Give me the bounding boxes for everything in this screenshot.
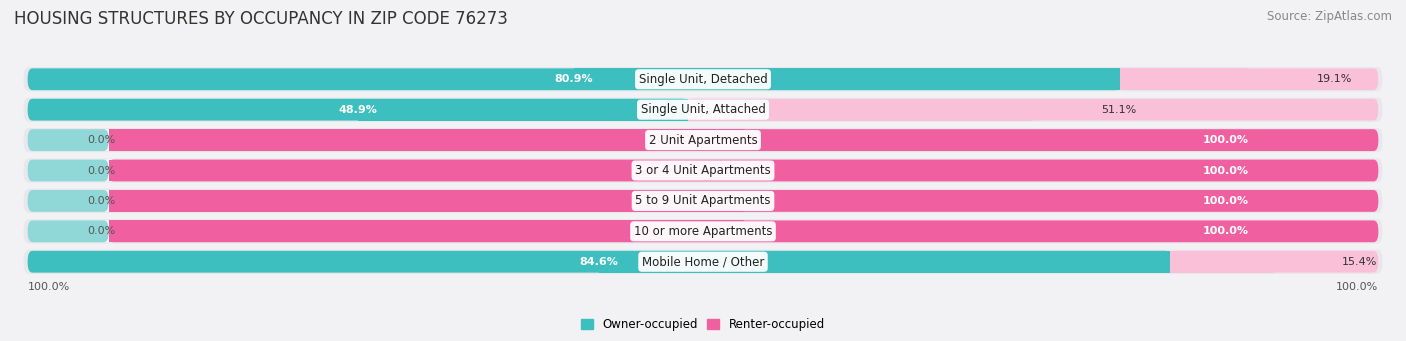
FancyBboxPatch shape [28, 99, 1378, 121]
Text: 0.0%: 0.0% [87, 165, 115, 176]
FancyBboxPatch shape [1121, 68, 1250, 90]
Text: 100.0%: 100.0% [1204, 165, 1249, 176]
FancyBboxPatch shape [28, 220, 1378, 242]
FancyBboxPatch shape [28, 190, 108, 212]
FancyBboxPatch shape [28, 160, 108, 181]
FancyBboxPatch shape [688, 99, 1033, 121]
Text: 0.0%: 0.0% [87, 196, 115, 206]
Text: 0.0%: 0.0% [87, 135, 115, 145]
Text: 84.6%: 84.6% [579, 257, 619, 267]
Text: 100.0%: 100.0% [1204, 226, 1249, 236]
Text: HOUSING STRUCTURES BY OCCUPANCY IN ZIP CODE 76273: HOUSING STRUCTURES BY OCCUPANCY IN ZIP C… [14, 10, 508, 28]
FancyBboxPatch shape [108, 190, 744, 212]
FancyBboxPatch shape [24, 67, 1382, 91]
Text: Single Unit, Attached: Single Unit, Attached [641, 103, 765, 116]
FancyBboxPatch shape [24, 250, 1382, 274]
FancyBboxPatch shape [28, 129, 1378, 151]
FancyBboxPatch shape [24, 189, 1382, 213]
Text: 100.0%: 100.0% [1204, 196, 1249, 206]
Text: 2 Unit Apartments: 2 Unit Apartments [648, 134, 758, 147]
Legend: Owner-occupied, Renter-occupied: Owner-occupied, Renter-occupied [576, 313, 830, 336]
FancyBboxPatch shape [108, 160, 1378, 181]
FancyBboxPatch shape [108, 160, 744, 181]
FancyBboxPatch shape [28, 251, 1378, 273]
FancyBboxPatch shape [108, 190, 1378, 212]
FancyBboxPatch shape [574, 68, 1133, 90]
Text: 19.1%: 19.1% [1317, 74, 1353, 84]
Text: 80.9%: 80.9% [555, 74, 593, 84]
Text: Mobile Home / Other: Mobile Home / Other [641, 255, 765, 268]
FancyBboxPatch shape [1121, 68, 1378, 90]
FancyBboxPatch shape [28, 129, 108, 151]
FancyBboxPatch shape [108, 220, 1378, 242]
Text: 48.9%: 48.9% [339, 105, 377, 115]
Text: 15.4%: 15.4% [1341, 257, 1378, 267]
Text: 5 to 9 Unit Apartments: 5 to 9 Unit Apartments [636, 194, 770, 207]
FancyBboxPatch shape [24, 158, 1382, 183]
Text: 10 or more Apartments: 10 or more Apartments [634, 225, 772, 238]
FancyBboxPatch shape [108, 220, 744, 242]
FancyBboxPatch shape [1170, 251, 1378, 273]
FancyBboxPatch shape [28, 68, 1378, 90]
FancyBboxPatch shape [24, 219, 1382, 243]
FancyBboxPatch shape [688, 99, 1378, 121]
FancyBboxPatch shape [1170, 251, 1274, 273]
FancyBboxPatch shape [108, 129, 1378, 151]
FancyBboxPatch shape [28, 190, 1378, 212]
Text: 100.0%: 100.0% [1336, 282, 1378, 293]
Text: Single Unit, Detached: Single Unit, Detached [638, 73, 768, 86]
FancyBboxPatch shape [359, 99, 702, 121]
FancyBboxPatch shape [599, 251, 1184, 273]
FancyBboxPatch shape [28, 68, 1121, 90]
Text: 100.0%: 100.0% [28, 282, 70, 293]
FancyBboxPatch shape [108, 129, 744, 151]
FancyBboxPatch shape [28, 160, 1378, 181]
FancyBboxPatch shape [28, 99, 688, 121]
Text: 0.0%: 0.0% [87, 226, 115, 236]
FancyBboxPatch shape [24, 98, 1382, 122]
FancyBboxPatch shape [24, 128, 1382, 152]
Text: Source: ZipAtlas.com: Source: ZipAtlas.com [1267, 10, 1392, 23]
FancyBboxPatch shape [28, 251, 1170, 273]
Text: 3 or 4 Unit Apartments: 3 or 4 Unit Apartments [636, 164, 770, 177]
FancyBboxPatch shape [28, 220, 108, 242]
Text: 51.1%: 51.1% [1101, 105, 1136, 115]
Text: 100.0%: 100.0% [1204, 135, 1249, 145]
